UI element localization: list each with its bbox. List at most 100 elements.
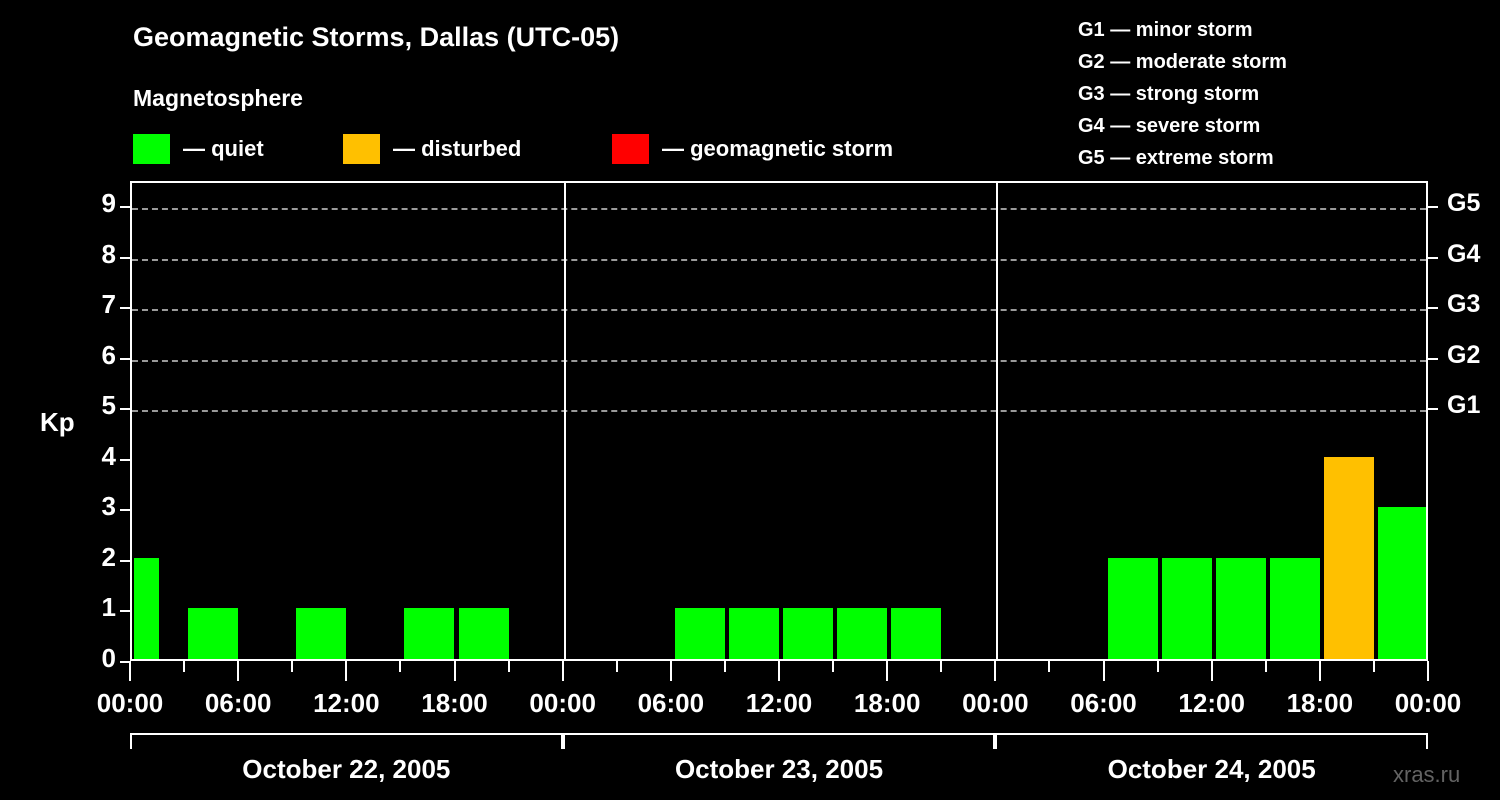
bar <box>1269 557 1320 659</box>
x-tick-label-9: 06:00 <box>1070 688 1137 718</box>
bar <box>1377 507 1426 659</box>
g-tick-mark-G5 <box>1427 206 1438 209</box>
gridline-kp-7 <box>132 309 1426 312</box>
g-tick-mark-G4 <box>1427 256 1438 259</box>
x-tick-label-10: 12:00 <box>1178 688 1245 718</box>
y-tick-mark-6 <box>120 357 131 360</box>
day-separator-1 <box>563 183 566 659</box>
g-scale-legend-g5: G5 — extreme storm <box>1078 147 1274 169</box>
x-tick-0-3 <box>291 661 294 672</box>
x-tick-0-4 <box>345 661 348 681</box>
gridline-kp-9 <box>132 208 1426 211</box>
x-tick-1-4 <box>778 661 780 681</box>
y-tick-mark-0 <box>120 661 131 663</box>
x-tick-label-12: 00:00 <box>1394 688 1462 718</box>
x-tick-0-0 <box>129 661 131 681</box>
x-tick-1-2 <box>669 661 672 681</box>
bar <box>1161 557 1212 659</box>
g-tick-mark-G2 <box>1427 357 1438 360</box>
day-bracket-0 <box>130 733 563 749</box>
x-tick-2-3 <box>1156 661 1159 672</box>
g-scale-legend: G1 — minor storm G2 — moderate storm G3 … <box>1078 14 1287 174</box>
bar <box>1107 557 1158 659</box>
x-tick-label-6: 12:00 <box>745 688 813 718</box>
x-tick-1-8 <box>994 661 997 681</box>
plot-area <box>130 181 1428 661</box>
x-tick-2-8 <box>1427 661 1429 681</box>
legend-swatch-storm-icon <box>612 134 649 164</box>
bar <box>837 608 888 659</box>
day-bracket-1 <box>562 733 996 749</box>
bar <box>728 608 779 659</box>
g-scale-legend-g4: G4 — severe storm <box>1078 115 1261 137</box>
watermark: xras.ru <box>1393 762 1461 787</box>
g-tick-label-G2: G2 <box>1447 340 1481 369</box>
legend-swatch-disturbed-icon <box>343 134 380 164</box>
page-title: Geomagnetic Storms, Dallas (UTC-05) <box>133 22 620 52</box>
x-tick-0-6 <box>453 661 456 681</box>
gridline-kp-6 <box>132 359 1426 362</box>
x-tick-0-8 <box>561 661 564 681</box>
y-tick-label-1: 1 <box>101 592 116 623</box>
x-tick-2-4 <box>1210 661 1213 681</box>
day-label-1: October 23, 2005 <box>674 754 884 784</box>
y-tick-label-9: 9 <box>101 188 116 219</box>
x-tick-label-4: 00:00 <box>529 688 596 718</box>
legend-item-disturbed: — disturbed <box>343 133 521 165</box>
g-scale-legend-g1: G1 — minor storm <box>1078 19 1253 41</box>
x-tick-label-11: 18:00 <box>1286 688 1354 718</box>
x-tick-1-6 <box>886 661 889 681</box>
bar <box>783 608 834 659</box>
x-tick-label-3: 18:00 <box>421 688 488 718</box>
bar <box>458 608 509 659</box>
legend-label-quiet: — quiet <box>183 136 264 161</box>
x-tick-0-2 <box>237 661 240 681</box>
x-tick-2-6 <box>1318 661 1321 681</box>
x-tick-label-1: 06:00 <box>204 688 272 718</box>
y-tick-label-7: 7 <box>101 289 116 320</box>
y-tick-label-6: 6 <box>101 339 116 370</box>
x-tick-label-0: 00:00 <box>96 688 164 718</box>
y-tick-label-4: 4 <box>101 440 116 471</box>
x-tick-1-3 <box>723 661 726 672</box>
y-tick-label-5: 5 <box>101 390 116 421</box>
g-tick-mark-G3 <box>1427 307 1438 310</box>
legend-swatch-quiet-icon <box>133 134 170 164</box>
x-tick-0-1 <box>183 661 186 672</box>
bar <box>674 608 725 659</box>
bar <box>188 608 239 659</box>
day-label-0: October 22, 2005 <box>242 754 451 784</box>
x-tick-2-2 <box>1102 661 1105 681</box>
x-tick-label-2: 12:00 <box>313 688 380 718</box>
g-scale-legend-g3: G3 — strong storm <box>1078 83 1260 105</box>
day-label-2: October 24, 2005 <box>1107 754 1316 784</box>
gridline-kp-5 <box>132 410 1426 413</box>
y-tick-label-3: 3 <box>101 491 116 522</box>
x-tick-1-5 <box>832 661 835 672</box>
x-tick-1-7 <box>940 661 943 672</box>
legend-item-geomagnetic-storm: — geomagnetic storm <box>612 133 893 165</box>
x-tick-label-8: 00:00 <box>962 688 1029 718</box>
legend-label-geomagnetic-storm: — geomagnetic storm <box>662 136 894 161</box>
y-tick-mark-8 <box>120 256 131 259</box>
y-tick-mark-4 <box>120 458 131 461</box>
g-tick-label-G3: G3 <box>1447 290 1481 319</box>
bar <box>296 608 347 659</box>
day-separator-2 <box>996 183 999 659</box>
g-tick-label-G5: G5 <box>1447 189 1481 218</box>
legend-heading: Magnetosphere <box>133 85 303 111</box>
x-tick-2-1 <box>1048 661 1051 672</box>
gridline-kp-8 <box>132 258 1426 261</box>
bar <box>1215 557 1266 659</box>
y-tick-label-0: 0 <box>101 643 116 673</box>
y-tick-mark-2 <box>120 559 131 562</box>
y-tick-mark-9 <box>120 206 131 209</box>
x-tick-2-5 <box>1264 661 1267 672</box>
g-tick-mark-G1 <box>1427 408 1438 411</box>
x-tick-2-7 <box>1372 661 1375 672</box>
legend-label-disturbed: — disturbed <box>393 136 522 161</box>
g-tick-label-G1: G1 <box>1447 391 1481 420</box>
bar <box>891 608 942 659</box>
g-tick-label-G4: G4 <box>1447 239 1481 268</box>
